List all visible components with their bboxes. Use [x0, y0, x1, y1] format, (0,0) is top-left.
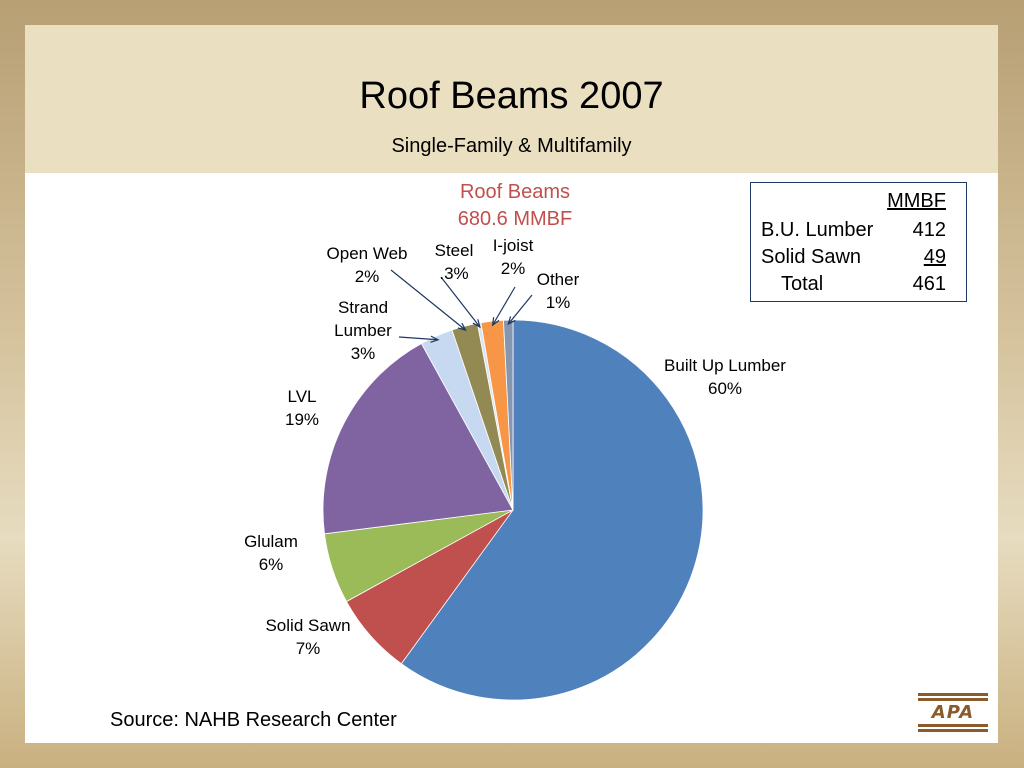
- pie-slice-built-up-lumber: [400, 319, 704, 701]
- mmbf-table-header: MMBF: [887, 190, 946, 212]
- slice-label-open-web: Open Web 2%: [327, 244, 408, 286]
- leader-line-i-joist: [492, 286, 516, 326]
- mmbf-row-bu-lumber: B.U. Lumber 412: [761, 219, 946, 245]
- pie-slices: [322, 319, 704, 701]
- slice-label-i-joist: I-joist 2%: [493, 236, 534, 278]
- slide-title: Roof Beams 2007: [359, 75, 664, 117]
- mmbf-row-label: Total: [781, 273, 824, 295]
- leader-lines: [390, 269, 533, 343]
- slice-label-other: Other 1%: [537, 270, 580, 312]
- leader-line-open-web: [390, 269, 466, 331]
- mmbf-row-label: B.U. Lumber: [761, 219, 874, 241]
- logo-bar: [918, 693, 988, 696]
- slide: Roof Beams 2007 Single-Family & Multifam…: [25, 25, 998, 743]
- logo-bar: [918, 724, 988, 727]
- leader-line-other: [507, 294, 533, 325]
- pie-slice-other: [503, 319, 514, 511]
- slide-subtitle: Single-Family & Multifamily: [391, 135, 632, 157]
- leader-line-strand-lumber: [398, 336, 439, 341]
- header-band: [25, 25, 998, 173]
- mmbf-row-solid-sawn: Solid Sawn 49: [761, 246, 946, 272]
- mmbf-row-value: 461: [912, 273, 946, 295]
- slice-label-strand-lumber: Strand Lumber 3%: [334, 298, 392, 363]
- chart-title-line-2: 680.6 MMBF: [457, 208, 573, 230]
- slice-label-solid-sawn: Solid Sawn 7%: [265, 616, 350, 658]
- mmbf-table: MMBF B.U. Lumber 412 Solid Sawn 49 Total…: [750, 182, 967, 302]
- leader-arrow-i-joist: [491, 317, 500, 327]
- slice-label-lvl: LVL 19%: [285, 387, 319, 429]
- chart-title: Roof Beams 680.6 MMBF: [415, 179, 615, 233]
- leader-arrow-strand-lumber: [430, 335, 440, 343]
- mmbf-row-total: Total 461: [761, 273, 946, 299]
- slice-label-built-up-lumber: Built Up Lumber 60%: [664, 356, 786, 398]
- mmbf-row-value: 49: [923, 246, 946, 268]
- leader-arrow-open-web: [457, 322, 467, 332]
- pie-chart: Built Up Lumber 60% Solid Sawn 7% Glulam 6% LV…: [244, 236, 786, 701]
- leader-arrow-other: [507, 316, 516, 326]
- source-note: Source: NAHB Research Center: [110, 709, 397, 731]
- mmbf-row-value: 412: [912, 219, 946, 241]
- logo-text: APA: [931, 702, 975, 723]
- leader-line-steel: [440, 276, 481, 328]
- slice-label-glulam: Glulam 6%: [244, 532, 298, 574]
- logo-bar: [918, 698, 988, 701]
- leader-arrow-steel: [472, 319, 481, 329]
- apa-logo: APA: [918, 693, 988, 733]
- logo-bar: [918, 729, 988, 732]
- slice-labels: Built Up Lumber 60% Solid Sawn 7% Glulam 6% LV…: [244, 236, 786, 658]
- mmbf-row-label: Solid Sawn: [761, 246, 862, 268]
- pie-slice-lvl: [322, 342, 514, 535]
- chart-title-line-1: Roof Beams: [459, 181, 571, 203]
- slice-label-steel: Steel .3%: [435, 241, 474, 283]
